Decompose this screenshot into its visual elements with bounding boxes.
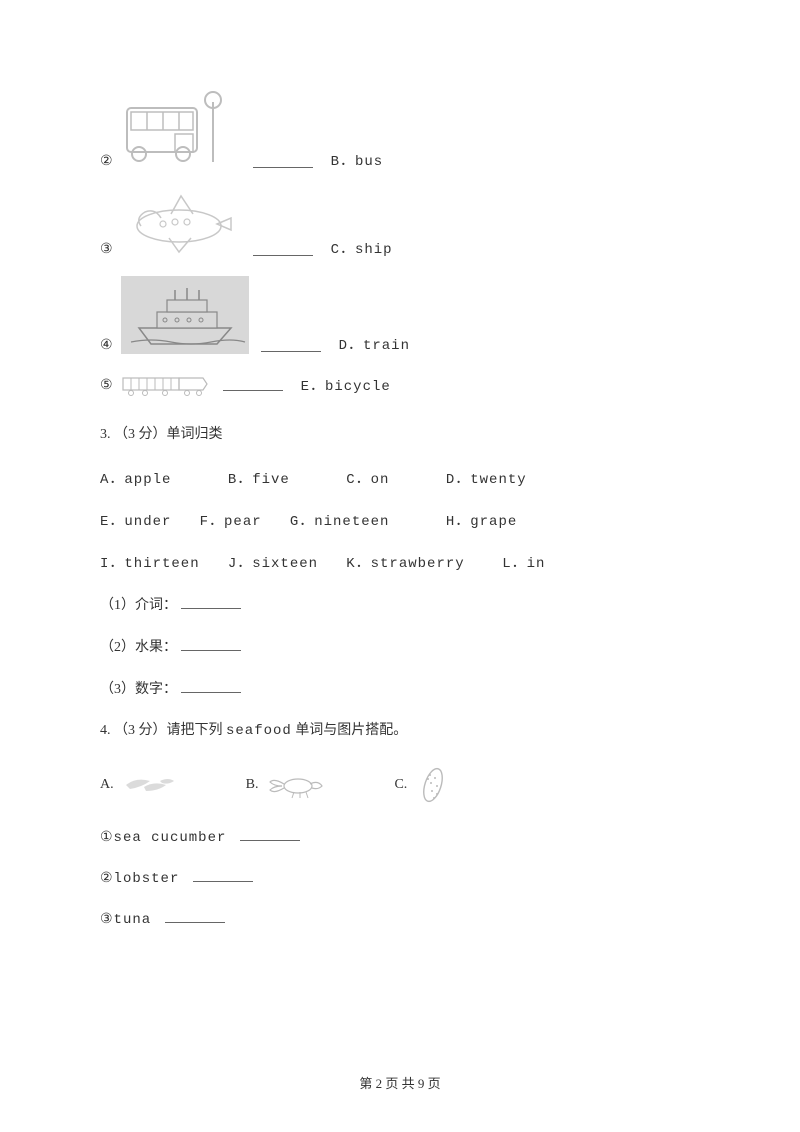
q2-num-4: ④ xyxy=(100,337,113,354)
q4-item1-blank[interactable] xyxy=(240,827,300,841)
q3-heading: 3. （3 分）单词归类 xyxy=(100,424,700,446)
blank-2[interactable] xyxy=(253,154,313,168)
q4-item3: ③tuna xyxy=(100,909,700,928)
q2-num-5: ⑤ xyxy=(100,377,113,394)
q4-opt-a-label: A. xyxy=(100,777,114,793)
q4-opt-b: B. xyxy=(246,770,335,800)
q4-heading-word: seafood xyxy=(226,723,292,739)
q4-item2-label: ②lobster xyxy=(100,871,179,887)
q2-option-b: B．bus xyxy=(331,150,384,170)
q2-num-3: ③ xyxy=(100,241,113,258)
q4-item1-label: ①sea cucumber xyxy=(100,830,226,846)
q4-item2-blank[interactable] xyxy=(193,868,253,882)
page-content: ② B．bus ③ xyxy=(0,0,800,928)
train-image xyxy=(121,372,211,398)
q3-sub1-label: （1）介词： xyxy=(100,598,177,613)
q2-item-4: ④ D．train xyxy=(100,276,700,354)
q4-heading-pre: 4. （3 分）请把下列 xyxy=(100,723,226,738)
plane-image xyxy=(121,188,241,258)
q2-item-5: ⑤ E．bicycle xyxy=(100,372,700,398)
page-footer: 第 2 页 共 9 页 xyxy=(0,1073,800,1092)
q4-item3-blank[interactable] xyxy=(165,909,225,923)
q4-opt-a: A. xyxy=(100,771,186,799)
blank-4[interactable] xyxy=(261,338,321,352)
q2-option-c: C．ship xyxy=(331,238,393,258)
q2-option-d: D．train xyxy=(339,334,410,354)
blank-5[interactable] xyxy=(223,377,283,391)
q3-sub3: （3）数字： xyxy=(100,678,700,698)
q3-sub2-label: （2）水果： xyxy=(100,640,177,655)
q4-options: A. B. xyxy=(100,765,700,805)
q2-item-2: ② B．bus xyxy=(100,90,700,170)
ship-image xyxy=(121,276,249,354)
q3-sub1: （1）介词： xyxy=(100,594,700,614)
q3-line1: A．apple B．five C．on D．twenty xyxy=(100,468,700,488)
q4-opt-c: C. xyxy=(394,765,461,805)
q2-num-2: ② xyxy=(100,153,113,170)
tuna-image xyxy=(120,771,178,799)
q4-heading: 4. （3 分）请把下列 seafood 单词与图片搭配。 xyxy=(100,720,700,742)
q3-line3: I．thirteen J．sixteen K．strawberry L．in xyxy=(100,552,700,572)
q4-heading-post: 单词与图片搭配。 xyxy=(292,723,408,738)
bus-image xyxy=(121,90,241,170)
q4-item3-label: ③tuna xyxy=(100,912,151,928)
q4-opt-b-label: B. xyxy=(246,777,259,793)
blank-3[interactable] xyxy=(253,242,313,256)
q2-option-e: E．bicycle xyxy=(301,375,391,395)
q4-item1: ①sea cucumber xyxy=(100,827,700,846)
q3-sub3-blank[interactable] xyxy=(181,679,241,693)
q3-sub2-blank[interactable] xyxy=(181,637,241,651)
q3-line2: E．under F．pear G．nineteen H．grape xyxy=(100,510,700,530)
q4-item2: ②lobster xyxy=(100,868,700,887)
q3-sub3-label: （3）数字： xyxy=(100,682,177,697)
q4-opt-c-label: C. xyxy=(394,777,407,793)
q3-sub2: （2）水果： xyxy=(100,636,700,656)
lobster-image xyxy=(264,770,326,800)
cucumber-image xyxy=(413,765,453,805)
q2-item-3: ③ C．ship xyxy=(100,188,700,258)
q3-sub1-blank[interactable] xyxy=(181,595,241,609)
